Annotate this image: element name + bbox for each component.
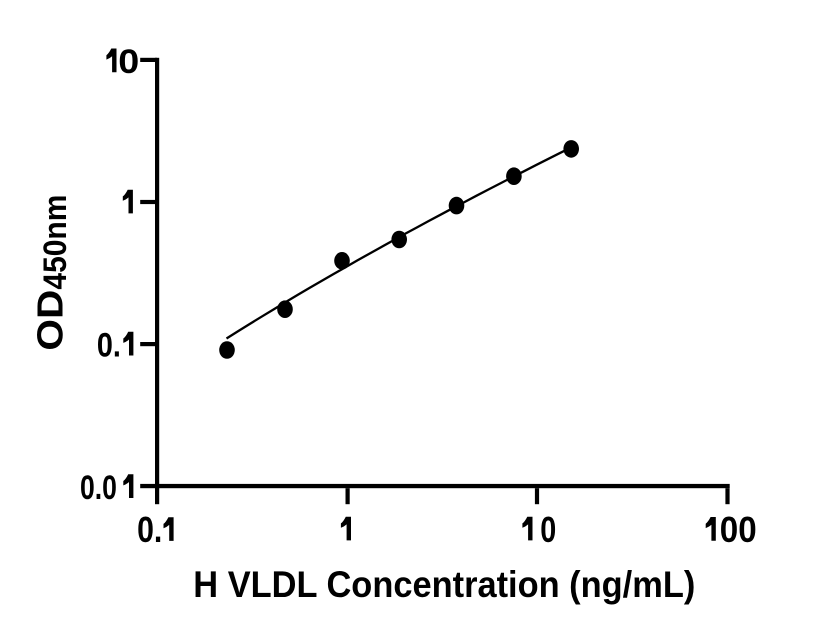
svg-text:0.: 0. [97,326,121,364]
svg-text:00: 00 [720,509,757,550]
svg-text:H VLDL Concentration (ng/mL): H VLDL Concentration (ng/mL) [193,564,695,605]
svg-text:0.0: 0.0 [80,469,117,507]
svg-text:0.: 0. [137,509,162,550]
svg-text:0: 0 [118,43,139,81]
svg-text:OD450nm: OD450nm [29,195,73,351]
svg-text:0: 0 [540,509,556,550]
